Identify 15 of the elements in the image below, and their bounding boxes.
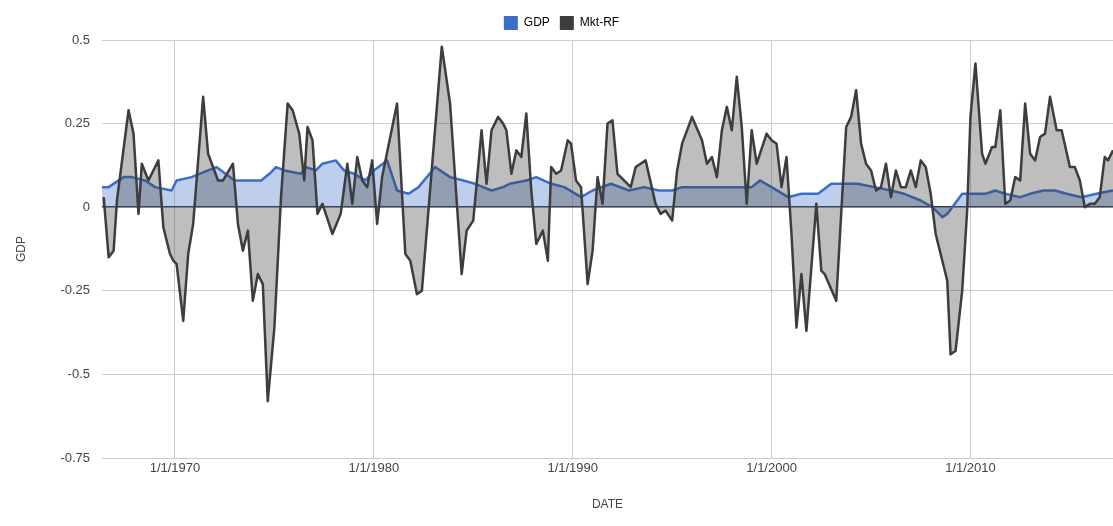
x-axis-title: DATE: [591, 497, 624, 512]
x-tick-label: 1/1/1990: [547, 460, 599, 476]
x-tick-label: 1/1/2000: [746, 460, 797, 476]
y-tick-label: 0.5: [71, 31, 91, 47]
legend-label: Mkt-RF: [579, 15, 620, 30]
y-axis-title: GDP: [13, 235, 28, 263]
y-tick-label: -0.75: [60, 449, 91, 465]
x-tick-label: 1/1/1970: [149, 460, 201, 476]
y-tick-label: 0.25: [64, 115, 91, 131]
x-tick-label: 1/1/1980: [348, 460, 400, 476]
x-tick-label: 1/1/2010: [945, 460, 996, 476]
y-tick-label: 0: [82, 198, 91, 214]
y-tick-label: -0.5: [67, 365, 91, 381]
y-tick-label: -0.25: [60, 282, 91, 298]
legend-label: GDP: [523, 15, 550, 30]
